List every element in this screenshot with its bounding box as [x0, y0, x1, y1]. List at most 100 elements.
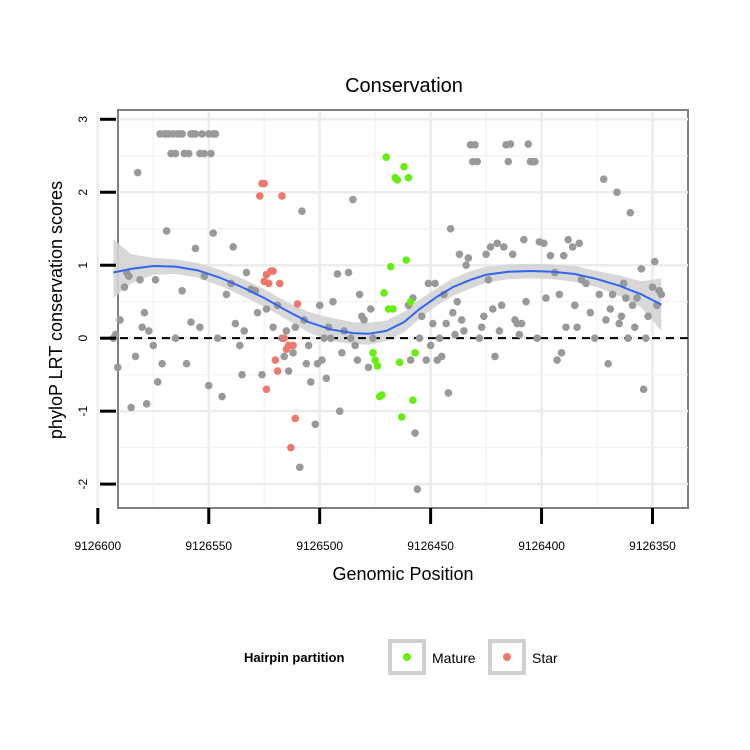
point-other — [131, 352, 140, 361]
point-mature — [397, 413, 406, 421]
point-other — [508, 250, 517, 259]
point-other — [564, 235, 572, 244]
point-other — [531, 157, 539, 166]
point-other — [182, 359, 191, 368]
point-other — [207, 149, 215, 158]
point-other — [491, 352, 499, 361]
x-tick-label: 9126350 — [629, 539, 676, 553]
point-other — [280, 352, 288, 361]
point-star — [260, 277, 269, 286]
point-other — [429, 319, 437, 328]
point-other — [200, 272, 209, 280]
point-other — [571, 301, 579, 310]
plot-panel — [117, 109, 689, 509]
point-other — [630, 323, 639, 332]
point-other — [178, 286, 186, 295]
point-other — [442, 319, 450, 328]
point-other — [500, 243, 508, 251]
point-star — [260, 179, 269, 188]
point-other — [568, 243, 577, 251]
x-axis: 9126600 9126550 9126500 9126450 9126400 91263… — [74, 508, 676, 553]
point-other — [353, 356, 362, 364]
x-tick-label: 9126450 — [407, 539, 454, 553]
point-other — [355, 290, 364, 299]
point-other — [142, 400, 151, 408]
point-mature — [409, 396, 417, 405]
point-other — [111, 330, 120, 339]
point-other — [426, 341, 435, 350]
point-other — [204, 381, 213, 390]
point-other — [413, 485, 422, 494]
point-other — [606, 305, 615, 313]
point-other — [437, 352, 446, 361]
point-other — [504, 157, 513, 166]
point-other — [184, 149, 193, 158]
point-other — [435, 334, 444, 342]
point-other — [639, 385, 648, 394]
point-other — [449, 308, 457, 317]
point-other — [557, 348, 566, 357]
point-other — [329, 297, 337, 306]
point-mature — [389, 305, 397, 313]
point-other — [242, 268, 251, 277]
point-other — [253, 308, 262, 317]
point-other — [586, 308, 595, 317]
point-mature — [393, 176, 402, 184]
point-other — [196, 323, 204, 332]
point-mature — [369, 348, 377, 357]
point-other — [320, 334, 328, 342]
point-other — [295, 463, 304, 472]
point-mature — [371, 356, 379, 364]
point-other — [333, 270, 342, 278]
point-other — [497, 301, 506, 310]
point-mature — [380, 289, 388, 297]
point-other — [455, 250, 464, 259]
point-other — [116, 316, 124, 324]
point-other — [138, 323, 146, 332]
point-other — [406, 356, 415, 364]
point-other — [302, 359, 311, 368]
point-other — [240, 327, 249, 335]
point-other — [231, 319, 240, 328]
point-other — [473, 157, 482, 166]
point-other — [162, 227, 171, 235]
point-other — [582, 279, 590, 288]
point-other — [258, 370, 266, 379]
point-other — [140, 308, 149, 317]
point-star — [269, 267, 277, 275]
point-other — [524, 140, 533, 148]
point-other — [211, 130, 220, 138]
point-other — [542, 294, 550, 302]
point-other — [648, 283, 657, 291]
x-axis-title: Genomic Position — [332, 564, 473, 584]
point-mature — [373, 362, 382, 370]
point-other — [335, 407, 344, 415]
point-other — [477, 323, 486, 332]
point-other — [546, 251, 555, 260]
point-other — [562, 323, 570, 332]
data-points — [109, 130, 666, 494]
point-other — [484, 276, 493, 284]
point-other — [599, 175, 608, 183]
point-other — [344, 268, 353, 277]
point-other — [158, 359, 166, 368]
smooth-line — [113, 264, 662, 335]
point-other — [628, 301, 637, 310]
x-tick-label: 9126500 — [296, 539, 343, 553]
point-other — [619, 279, 628, 288]
point-other — [555, 290, 564, 299]
point-other — [127, 403, 135, 412]
point-other — [136, 276, 144, 284]
point-other — [444, 389, 453, 397]
point-other — [506, 140, 515, 148]
point-other — [488, 305, 497, 313]
point-other — [284, 367, 293, 375]
point-other — [453, 297, 462, 306]
point-star — [262, 270, 271, 279]
point-other — [608, 290, 617, 299]
point-star — [293, 300, 302, 308]
point-other — [617, 312, 626, 321]
point-other — [604, 359, 612, 368]
point-other — [304, 341, 313, 350]
